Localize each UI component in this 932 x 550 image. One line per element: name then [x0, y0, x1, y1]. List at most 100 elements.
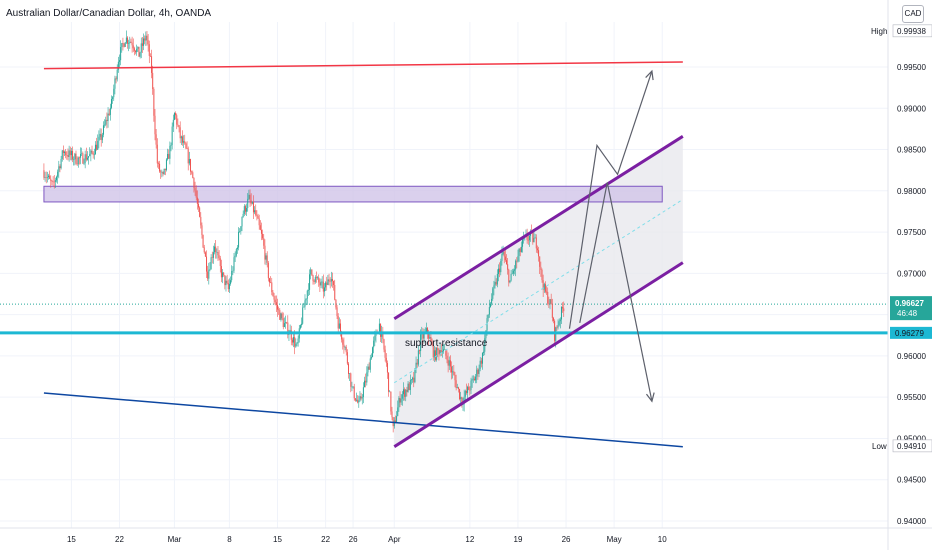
candle-body	[453, 371, 455, 375]
candle-body	[171, 126, 173, 145]
candle-body	[522, 239, 524, 247]
candle-body	[192, 172, 194, 178]
candle-body	[388, 372, 390, 392]
candle-body	[548, 303, 550, 305]
candle-body	[210, 257, 212, 270]
candle-body	[519, 248, 521, 252]
candle-body	[534, 237, 536, 239]
candle-body	[198, 203, 200, 208]
candle-body	[438, 350, 440, 355]
candle-body	[465, 391, 467, 393]
candle-body	[532, 232, 534, 243]
x-tick-label: 22	[115, 535, 124, 544]
candle-body	[540, 266, 542, 270]
x-tick-label: 19	[514, 535, 523, 544]
candle-body	[140, 43, 142, 53]
candle-body	[59, 166, 61, 169]
projection-path-up	[568, 70, 653, 329]
candle-body	[311, 269, 313, 276]
candle-body	[281, 313, 283, 319]
candle-body	[66, 155, 68, 156]
candle-body	[444, 349, 446, 350]
channel-lower-line	[393, 261, 684, 448]
candle-body	[57, 171, 59, 177]
candle-body	[396, 416, 398, 423]
candle-body	[357, 399, 359, 403]
candle-body	[58, 166, 60, 172]
candle-body	[65, 151, 67, 156]
candle-body	[124, 42, 126, 47]
candle-body	[291, 339, 293, 343]
candle-body	[183, 141, 185, 143]
candle-body	[268, 278, 270, 283]
channel-upper-line	[393, 135, 684, 321]
candle-body	[373, 340, 375, 348]
candle-body	[514, 269, 516, 271]
candle-body	[547, 291, 549, 304]
y-tick-label: 0.97000	[897, 269, 926, 278]
candle-body	[163, 168, 165, 175]
candle-body	[512, 270, 514, 274]
candle-body	[223, 272, 225, 276]
high-label: High	[871, 27, 887, 36]
candle-body	[310, 269, 312, 275]
projection-arrow-up	[645, 69, 654, 81]
candle-body	[270, 282, 272, 283]
candle-body	[471, 379, 473, 381]
candle-body	[448, 360, 450, 366]
candle-body	[299, 325, 301, 329]
candle-body	[304, 300, 306, 307]
candle-body	[369, 358, 371, 370]
candle-body	[208, 269, 210, 279]
candle-body	[440, 350, 442, 353]
candle-body	[420, 334, 422, 352]
candle-body	[215, 246, 217, 253]
candle-body	[214, 246, 216, 253]
candle-body	[287, 322, 289, 335]
candle-body	[401, 394, 403, 399]
candle-body	[180, 136, 182, 139]
candle-body	[68, 150, 70, 158]
candle-body	[417, 350, 419, 365]
candle-body	[201, 225, 203, 235]
candle-body	[477, 369, 479, 374]
x-tick-label: 12	[465, 535, 474, 544]
candle-body	[104, 124, 106, 126]
candle-body	[115, 78, 117, 80]
candle-body	[271, 282, 273, 293]
currency-button[interactable]: CAD	[902, 5, 924, 23]
candle-body	[383, 339, 385, 350]
candle-body	[238, 231, 240, 248]
candle-body	[293, 337, 295, 343]
candle-body	[504, 256, 506, 261]
candle-body	[402, 389, 404, 395]
candle-body	[130, 41, 132, 43]
candle-body	[374, 335, 376, 341]
candle-body	[495, 281, 497, 285]
candle-body	[278, 309, 280, 311]
candle-body	[382, 332, 384, 340]
candle-body	[157, 163, 159, 164]
candle-body	[518, 248, 520, 256]
y-tick-label: 0.98500	[897, 146, 926, 155]
x-tick-label: May	[607, 535, 622, 544]
candle-body	[427, 328, 429, 333]
candle-body	[248, 194, 250, 199]
candle-body	[159, 163, 161, 172]
candle-body	[93, 154, 95, 156]
candle-body	[143, 38, 145, 46]
candle-body	[175, 113, 177, 116]
candle-body	[455, 380, 457, 389]
support-trendline	[43, 392, 683, 448]
candle-body	[456, 387, 458, 389]
candle-body	[303, 306, 305, 308]
x-tick-label: 8	[227, 535, 232, 544]
candle-body	[262, 233, 264, 239]
candle-body	[517, 255, 519, 262]
candle-body	[366, 372, 368, 383]
candle-body	[46, 177, 48, 178]
candle-body	[317, 277, 319, 279]
candle-body	[235, 249, 237, 256]
